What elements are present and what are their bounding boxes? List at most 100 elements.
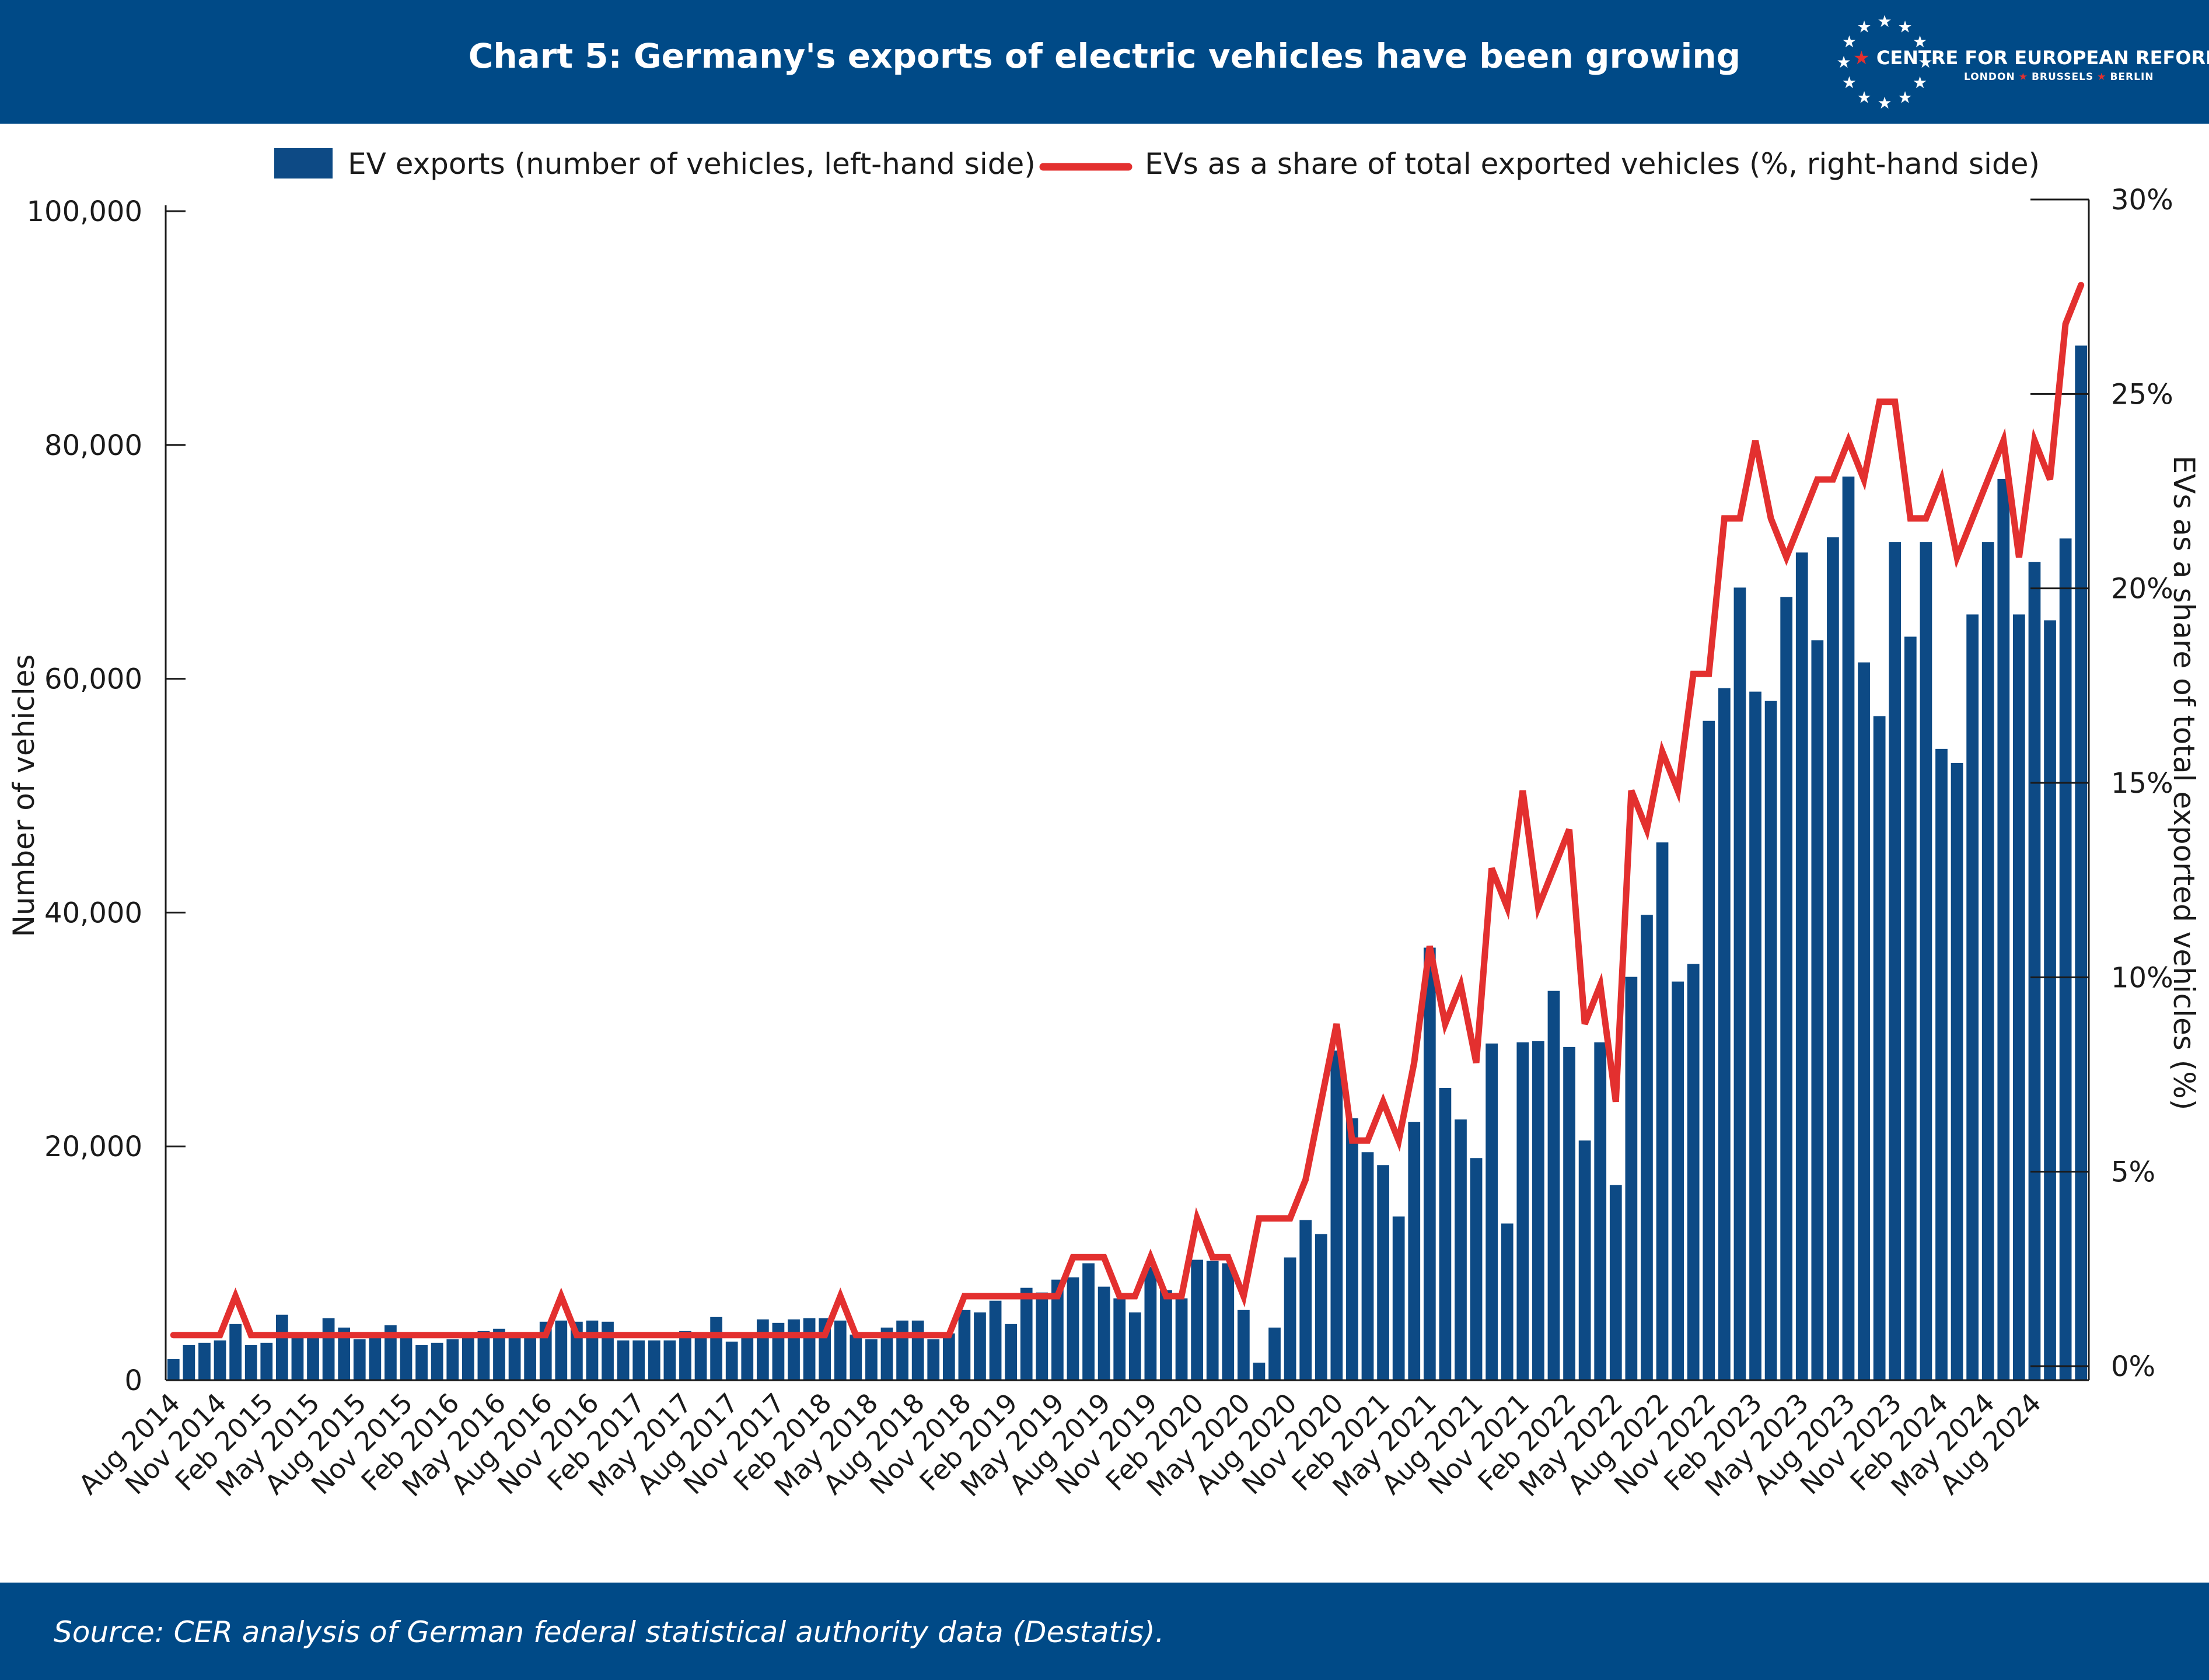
bar xyxy=(1935,748,1948,1380)
bar xyxy=(1191,1259,1203,1380)
bar xyxy=(710,1317,722,1380)
bar xyxy=(1237,1310,1250,1380)
bar xyxy=(1284,1257,1296,1380)
cer-logo: ★ ★ ★ ★ ★ ★ ★ ★ ★ ★ ★ ★ ★ CENTRE FOR EUROPEAN REFOR… xyxy=(1832,8,2209,113)
bar xyxy=(1392,1216,1405,1380)
eu-stars-icon: ★ ★★★★★★★★★★★ xyxy=(1836,12,1932,113)
bar xyxy=(1423,947,1436,1380)
right-tick-label: 15% xyxy=(2111,767,2173,800)
eu-star-icon: ★ xyxy=(1913,32,1927,51)
bar xyxy=(1516,1042,1529,1380)
bar xyxy=(1455,1119,1467,1380)
bar xyxy=(1858,662,1870,1380)
bar xyxy=(353,1339,366,1380)
bar xyxy=(2013,614,2025,1380)
bar xyxy=(1330,1050,1343,1380)
right-axis: 0% 5% 10% 15% 20% 25% 30% EVs as a share of tot… xyxy=(2030,184,2201,1383)
eu-star-icon: ★ xyxy=(1842,73,1857,92)
red-star-icon: ★ xyxy=(2018,71,2028,83)
bar xyxy=(2044,620,2056,1380)
right-tick-label: 0% xyxy=(2111,1350,2155,1383)
bar xyxy=(1206,1261,1219,1380)
bar xyxy=(2059,538,2072,1380)
share-line-series xyxy=(170,282,2085,1339)
bar xyxy=(1082,1263,1095,1380)
bar xyxy=(741,1338,754,1380)
bar xyxy=(1144,1266,1157,1380)
bar xyxy=(1795,552,1808,1381)
bar xyxy=(1997,478,2010,1381)
bar xyxy=(1733,587,1746,1380)
bar xyxy=(989,1300,1002,1380)
bar xyxy=(214,1340,226,1380)
bar xyxy=(1563,1046,1575,1380)
bar xyxy=(415,1345,428,1380)
bar xyxy=(1951,762,1963,1380)
bar xyxy=(803,1318,816,1380)
source-note: Source: CER analysis of German federal s… xyxy=(54,1615,1165,1649)
bar xyxy=(1408,1122,1421,1380)
bar xyxy=(788,1319,800,1380)
bar xyxy=(1656,842,1669,1380)
bar xyxy=(198,1342,211,1380)
bar xyxy=(756,1319,769,1380)
bar xyxy=(1222,1263,1235,1380)
bar xyxy=(338,1327,351,1380)
chart-title: Chart 5: Germany's exports of electric v… xyxy=(468,36,1741,76)
bar xyxy=(834,1320,847,1380)
bar xyxy=(275,1314,288,1380)
chart-header: Chart 5: Germany's exports of electric v… xyxy=(0,0,2209,124)
bar xyxy=(1625,977,1638,1380)
bar xyxy=(632,1340,645,1380)
bar xyxy=(1873,716,1886,1380)
bar xyxy=(1253,1362,1266,1380)
bar xyxy=(865,1339,878,1380)
bar xyxy=(229,1324,242,1380)
bar xyxy=(1920,542,1932,1380)
right-tick-label: 30% xyxy=(2111,184,2173,216)
legend: EV exports (number of vehicles, left-han… xyxy=(274,147,2040,181)
bar xyxy=(911,1320,924,1380)
bar xyxy=(1299,1220,1312,1380)
bar xyxy=(508,1335,521,1380)
bar xyxy=(477,1331,490,1380)
bar xyxy=(369,1333,382,1380)
right-tick-label: 25% xyxy=(2111,378,2173,411)
bar xyxy=(1609,1185,1622,1380)
bar xyxy=(291,1333,304,1380)
bar xyxy=(1532,1041,1544,1380)
left-tick-label: 60,000 xyxy=(44,663,142,696)
bar xyxy=(2075,345,2088,1380)
bar xyxy=(850,1334,862,1380)
left-tick-label: 40,000 xyxy=(44,897,142,929)
bar xyxy=(307,1335,319,1380)
bar xyxy=(1005,1324,1018,1380)
right-tick-label: 5% xyxy=(2111,1156,2155,1189)
bar xyxy=(400,1332,413,1380)
bar xyxy=(1981,542,1994,1380)
bar xyxy=(1827,537,1839,1380)
left-tick-label: 80,000 xyxy=(44,429,142,462)
bar xyxy=(1128,1312,1141,1380)
bar xyxy=(260,1342,273,1380)
bar xyxy=(1377,1165,1389,1380)
eu-star-icon: ★ xyxy=(1842,32,1857,51)
bar xyxy=(942,1333,955,1380)
bar xyxy=(927,1339,940,1380)
ev-exports-chart: EV exports (number of vehicles, left-han… xyxy=(7,147,2201,1503)
left-axis: 0 20,000 40,000 60,000 80,000 100,000 Number o… xyxy=(7,195,186,1397)
bar xyxy=(1160,1290,1172,1380)
legend-label-bars: EV exports (number of vehicles, left-han… xyxy=(348,147,1036,181)
bar xyxy=(1501,1223,1514,1380)
bar xyxy=(1051,1279,1064,1380)
bar xyxy=(725,1341,738,1380)
bar xyxy=(1346,1118,1358,1380)
bar xyxy=(958,1310,971,1380)
bar xyxy=(2028,562,2041,1381)
right-axis-title: EVs as a share of total exported vehicle… xyxy=(2167,456,2201,1111)
eu-star-icon: ★ xyxy=(1918,52,1932,72)
bar xyxy=(431,1342,443,1380)
bar xyxy=(1470,1158,1483,1380)
bar xyxy=(772,1322,785,1380)
